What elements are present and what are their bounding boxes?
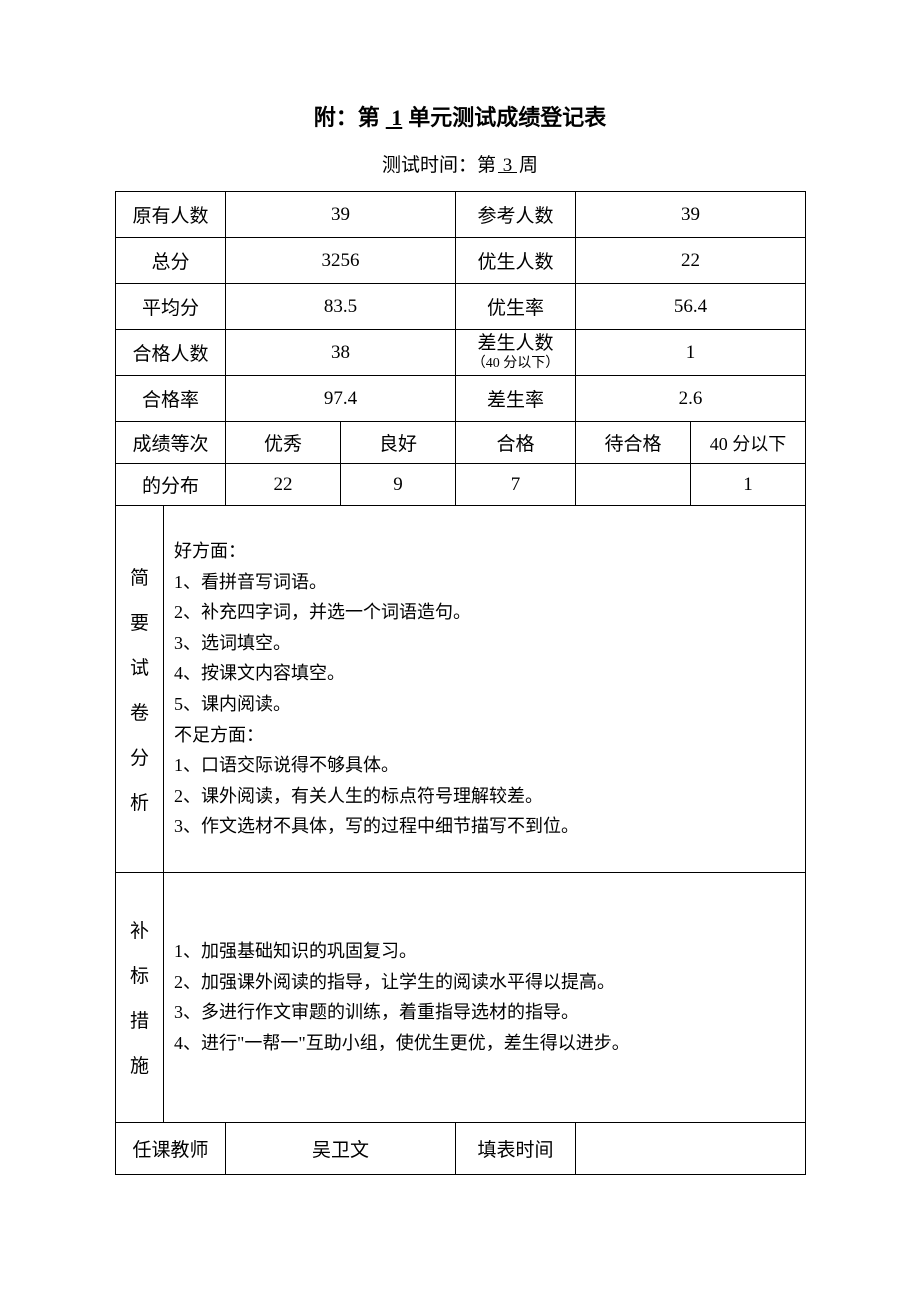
grade-pending: 待合格 bbox=[576, 422, 691, 464]
vlabel-char: 简 bbox=[130, 563, 149, 590]
count-excellent: 22 bbox=[226, 464, 341, 506]
value-poor-count: 1 bbox=[576, 330, 806, 376]
measures-row: 补 标 措 施 1、加强基础知识的巩固复习。 2、加强课外阅读的指导，让学生的阅… bbox=[116, 872, 806, 1122]
label-poor-rate: 差生率 bbox=[456, 376, 576, 422]
distribution-value-row: 的分布 22 9 7 1 bbox=[116, 464, 806, 506]
date-value bbox=[576, 1122, 806, 1174]
vlabel-char: 分 bbox=[130, 743, 149, 770]
grade-pass: 合格 bbox=[456, 422, 576, 464]
week-number: 3 bbox=[496, 155, 519, 176]
poor-count-sub: （40 分以下） bbox=[456, 356, 575, 373]
count-good: 9 bbox=[341, 464, 456, 506]
score-table: 原有人数 39 参考人数 39 总分 3256 优生人数 22 平均分 83.5… bbox=[115, 191, 806, 1175]
measure-item: 1、加强基础知识的巩固复习。 bbox=[174, 936, 795, 967]
label-pass-rate: 合格率 bbox=[116, 376, 226, 422]
title-suffix: 单元测试成绩登记表 bbox=[408, 105, 606, 130]
measure-item: 4、进行"一帮一"互助小组，使优生更优，差生得以进步。 bbox=[174, 1028, 795, 1059]
subtitle-suffix: 周 bbox=[519, 155, 538, 176]
vlabel-char: 试 bbox=[130, 653, 149, 680]
value-pass-rate: 97.4 bbox=[226, 376, 456, 422]
vlabel-char: 要 bbox=[130, 608, 149, 635]
label-original-count: 原有人数 bbox=[116, 192, 226, 238]
grade-excellent: 优秀 bbox=[226, 422, 341, 464]
good-header: 好方面： bbox=[174, 536, 795, 567]
unit-number: 1 bbox=[380, 105, 409, 130]
count-pass: 7 bbox=[456, 464, 576, 506]
value-pass-count: 38 bbox=[226, 330, 456, 376]
analysis-row: 简 要 试 卷 分 析 好方面： 1、看拼音写词语。 2、补充四字词，并选一个词… bbox=[116, 506, 806, 873]
bad-item: 1、口语交际说得不够具体。 bbox=[174, 750, 795, 781]
good-item: 3、选词填空。 bbox=[174, 628, 795, 659]
bad-header: 不足方面： bbox=[174, 720, 795, 751]
count-pending bbox=[576, 464, 691, 506]
label-average: 平均分 bbox=[116, 284, 226, 330]
label-excellent-count: 优生人数 bbox=[456, 238, 576, 284]
measure-item: 3、多进行作文审题的训练，着重指导选材的指导。 bbox=[174, 997, 795, 1028]
document-title: 附：第 1单元测试成绩登记表 bbox=[115, 100, 805, 132]
distribution-label-2: 的分布 bbox=[116, 464, 226, 506]
analysis-label: 简 要 试 卷 分 析 bbox=[116, 506, 164, 873]
analysis-content: 好方面： 1、看拼音写词语。 2、补充四字词，并选一个词语造句。 3、选词填空。… bbox=[164, 506, 806, 873]
good-item: 1、看拼音写词语。 bbox=[174, 567, 795, 598]
value-poor-rate: 2.6 bbox=[576, 376, 806, 422]
bad-item: 3、作文选材不具体，写的过程中细节描写不到位。 bbox=[174, 811, 795, 842]
count-below-40: 1 bbox=[691, 464, 806, 506]
good-item: 2、补充四字词，并选一个词语造句。 bbox=[174, 597, 795, 628]
grade-below-40: 40 分以下 bbox=[691, 422, 806, 464]
label-poor-count: 差生人数 （40 分以下） bbox=[456, 330, 576, 376]
label-exam-count: 参考人数 bbox=[456, 192, 576, 238]
measure-item: 2、加强课外阅读的指导，让学生的阅读水平得以提高。 bbox=[174, 967, 795, 998]
good-item: 4、按课文内容填空。 bbox=[174, 658, 795, 689]
value-exam-count: 39 bbox=[576, 192, 806, 238]
distribution-label-1: 成绩等次 bbox=[116, 422, 226, 464]
stat-row: 合格率 97.4 差生率 2.6 bbox=[116, 376, 806, 422]
stat-row: 平均分 83.5 优生率 56.4 bbox=[116, 284, 806, 330]
poor-count-main: 差生人数 bbox=[478, 333, 554, 354]
value-average: 83.5 bbox=[226, 284, 456, 330]
grade-good: 良好 bbox=[341, 422, 456, 464]
value-total-score: 3256 bbox=[226, 238, 456, 284]
value-excellent-count: 22 bbox=[576, 238, 806, 284]
value-excellent-rate: 56.4 bbox=[576, 284, 806, 330]
distribution-header-row: 成绩等次 优秀 良好 合格 待合格 40 分以下 bbox=[116, 422, 806, 464]
date-label: 填表时间 bbox=[456, 1122, 576, 1174]
teacher-label: 任课教师 bbox=[116, 1122, 226, 1174]
label-total-score: 总分 bbox=[116, 238, 226, 284]
label-pass-count: 合格人数 bbox=[116, 330, 226, 376]
stat-row: 合格人数 38 差生人数 （40 分以下） 1 bbox=[116, 330, 806, 376]
label-excellent-rate: 优生率 bbox=[456, 284, 576, 330]
teacher-name: 吴卫文 bbox=[226, 1122, 456, 1174]
subtitle-prefix: 测试时间：第 bbox=[382, 155, 496, 176]
vlabel-char: 措 bbox=[130, 1006, 149, 1033]
stat-row: 原有人数 39 参考人数 39 bbox=[116, 192, 806, 238]
vlabel-char: 施 bbox=[130, 1051, 149, 1078]
vlabel-char: 标 bbox=[130, 961, 149, 988]
measures-label: 补 标 措 施 bbox=[116, 872, 164, 1122]
bad-item: 2、课外阅读，有关人生的标点符号理解较差。 bbox=[174, 781, 795, 812]
title-prefix: 附：第 bbox=[314, 105, 380, 130]
document-subtitle: 测试时间：第 3 周 bbox=[115, 150, 805, 177]
vlabel-char: 补 bbox=[130, 916, 149, 943]
stat-row: 总分 3256 优生人数 22 bbox=[116, 238, 806, 284]
measures-content: 1、加强基础知识的巩固复习。 2、加强课外阅读的指导，让学生的阅读水平得以提高。… bbox=[164, 872, 806, 1122]
vlabel-char: 卷 bbox=[130, 698, 149, 725]
vlabel-char: 析 bbox=[130, 788, 149, 815]
good-item: 5、课内阅读。 bbox=[174, 689, 795, 720]
value-original-count: 39 bbox=[226, 192, 456, 238]
footer-row: 任课教师 吴卫文 填表时间 bbox=[116, 1122, 806, 1174]
